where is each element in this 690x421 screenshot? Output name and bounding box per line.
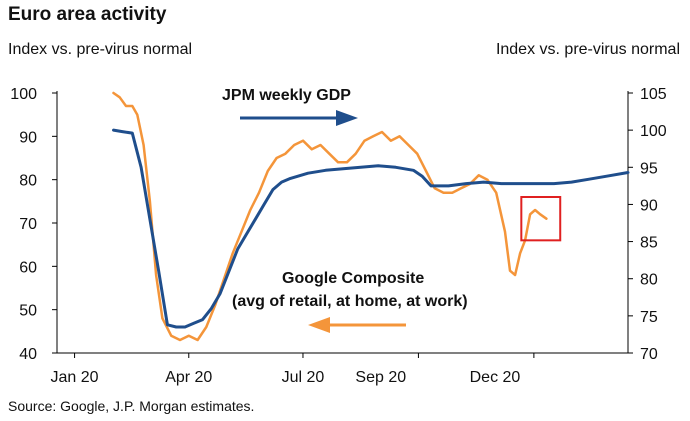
y-right-tick-label: 80: [640, 272, 658, 289]
chart-title: Euro area activity: [8, 4, 167, 25]
y-left-tick-label: 40: [19, 346, 37, 363]
y-left-tick-label: 90: [19, 129, 37, 146]
source-note: Source: Google, J.P. Morgan estimates.: [8, 398, 255, 414]
x-tick-label: Jan 20: [51, 369, 99, 386]
annotation-google-composite: Google Composite: [282, 270, 424, 287]
series-jpm-weekly-gdp-line: [112, 128, 630, 329]
y-right-tick-label: 90: [640, 197, 658, 214]
y-right-tick-label: 95: [640, 160, 658, 177]
x-tick-label: Jul 20: [282, 369, 325, 386]
chart-axes: 40 50 60 70 80 90 100 70 75 80 85 90 95 100 105 Jan 20 A…: [10, 86, 667, 386]
y-right-tick-label: 105: [640, 86, 667, 103]
x-tick-label: Sep 20: [355, 369, 406, 386]
y-left-tick-label: 60: [19, 259, 37, 276]
y-left-tick-label: 70: [19, 216, 37, 233]
y-right-tick-label: 85: [640, 235, 658, 252]
y-left-tick-label: 50: [19, 303, 37, 320]
annotation-google-composite-detail: (avg of retail, at home, at work): [232, 293, 468, 310]
right-axis-caption: Index vs. pre-virus normal: [495, 41, 680, 58]
series-layer: [112, 91, 630, 342]
annotation-layer: JPM weekly GDP Google Composite (avg of …: [222, 87, 468, 333]
left-axis-caption: Index vs. pre-virus normal: [8, 41, 193, 58]
x-tick-label: Apr 20: [165, 369, 212, 386]
series-google-composite-line: [112, 91, 548, 342]
y-left-tick-label: 80: [19, 173, 37, 190]
arrowhead-google-icon: [308, 317, 330, 333]
y-left-tick-label: 100: [10, 86, 37, 103]
x-tick-label: Dec 20: [470, 369, 521, 386]
y-right-tick-label: 70: [640, 346, 658, 363]
y-right-tick-label: 100: [640, 123, 667, 140]
annotation-jpm-weekly-gdp: JPM weekly GDP: [222, 87, 351, 104]
arrowhead-gdp-icon: [336, 110, 358, 126]
y-right-tick-label: 75: [640, 309, 658, 326]
highlight-box: [520, 196, 562, 242]
